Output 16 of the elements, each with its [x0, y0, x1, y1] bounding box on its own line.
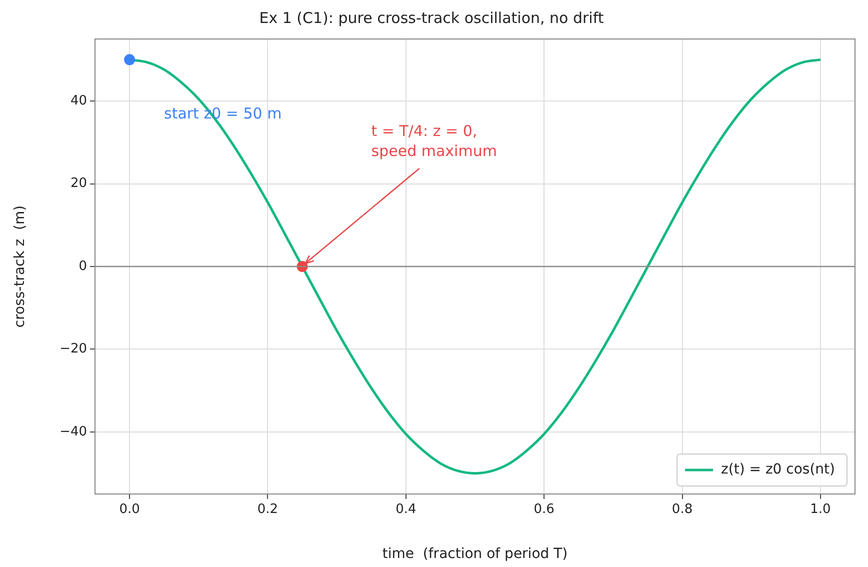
x-tick-label: 0.4	[396, 502, 416, 518]
legend-label: z(t) = z0 cos(nt)	[721, 462, 836, 478]
y-tick-label: −40	[60, 424, 87, 440]
x-tick-label: 0.2	[257, 502, 278, 518]
x-tick-label: 0.0	[119, 502, 140, 518]
y-tick-label: 0	[78, 258, 87, 274]
y-axis-title: cross-track z (m)	[12, 205, 28, 328]
chart-title: Ex 1 (C1): pure cross-track oscillation, no drift	[259, 8, 604, 27]
x-tick-label: 0.6	[534, 502, 554, 518]
x-tick-label: 0.8	[672, 502, 693, 518]
y-tick-label: 20	[70, 176, 87, 192]
x-axis-title: time (fraction of period T)	[382, 546, 568, 562]
y-tick-label: −20	[60, 342, 87, 357]
y-tick-label: 40	[70, 93, 87, 108]
x-tick-label: 1.0	[810, 502, 831, 518]
annotation: t = T/4: z = 0, speed maximum	[371, 122, 497, 160]
